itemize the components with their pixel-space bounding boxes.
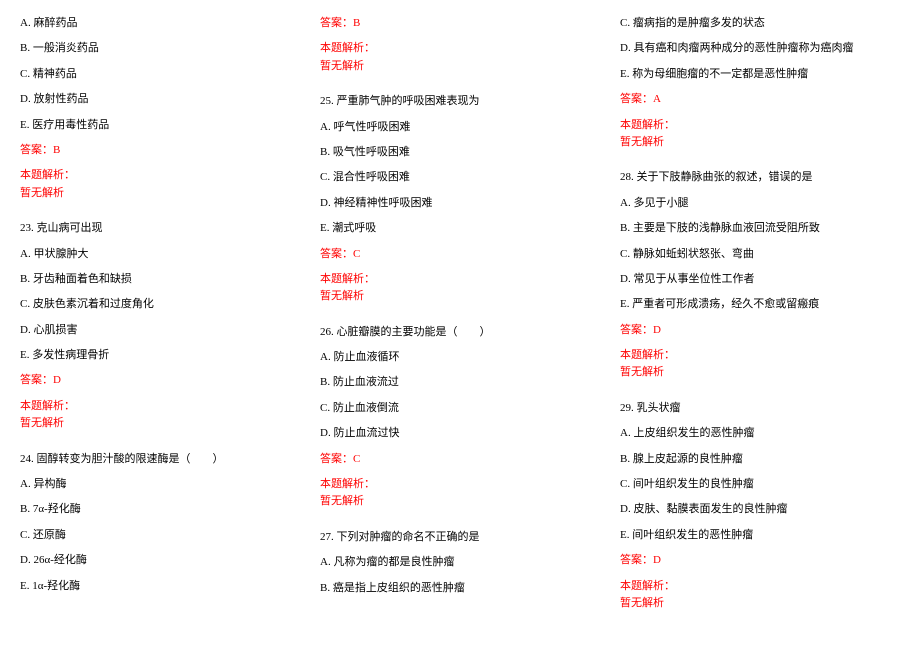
analysis-label: 本题解析： — [620, 118, 900, 133]
option: E. 称为母细胞瘤的不一定都是恶性肿瘤 — [620, 67, 900, 82]
answer: 答案：D — [620, 323, 900, 338]
option: B. 主要是下肢的浅静脉血液回流受阻所致 — [620, 221, 900, 236]
analysis-label: 本题解析： — [320, 477, 600, 492]
option: C. 还原酶 — [20, 528, 300, 543]
answer: 答案：D — [620, 553, 900, 568]
option: B. 癌是指上皮组织的恶性肿瘤 — [320, 581, 600, 596]
option: D. 常见于从事坐位性工作者 — [620, 272, 900, 287]
column-2: 答案：B 本题解析： 暂无解析 25. 严重肺气肿的呼吸困难表现为 A. 呼气性… — [320, 16, 600, 635]
analysis-label: 本题解析： — [20, 399, 300, 414]
option: D. 神经精神性呼吸困难 — [320, 196, 600, 211]
analysis-label: 本题解析： — [20, 168, 300, 183]
answer: 答案：B — [320, 16, 600, 31]
analysis-none: 暂无解析 — [620, 596, 900, 611]
option: E. 间叶组织发生的恶性肿瘤 — [620, 528, 900, 543]
option: C. 间叶组织发生的良性肿瘤 — [620, 477, 900, 492]
option: B. 防止血液流过 — [320, 375, 600, 390]
answer: 答案：C — [320, 247, 600, 262]
option: E. 潮式呼吸 — [320, 221, 600, 236]
option: C. 瘤病指的是肿瘤多发的状态 — [620, 16, 900, 31]
option: D. 皮肤、黏膜表面发生的良性肿瘤 — [620, 502, 900, 517]
option: D. 26α-经化酶 — [20, 553, 300, 568]
option: E. 严重者可形成溃疡，经久不愈或留瘢痕 — [620, 297, 900, 312]
question-stem: 28. 关于下肢静脉曲张的叙述，错误的是 — [620, 170, 900, 185]
analysis-label: 本题解析： — [320, 41, 600, 56]
answer: 答案：C — [320, 452, 600, 467]
analysis-none: 暂无解析 — [320, 59, 600, 74]
option: E. 医疗用毒性药品 — [20, 118, 300, 133]
analysis-none: 暂无解析 — [20, 416, 300, 431]
option: A. 多见于小腿 — [620, 196, 900, 211]
question-stem: 24. 固醇转变为胆汁酸的限速酶是（ ） — [20, 452, 300, 467]
option: B. 吸气性呼吸困难 — [320, 145, 600, 160]
analysis-label: 本题解析： — [620, 348, 900, 363]
question-stem: 25. 严重肺气肿的呼吸困难表现为 — [320, 94, 600, 109]
option: E. 多发性病理骨折 — [20, 348, 300, 363]
option: C. 防止血液倒流 — [320, 401, 600, 416]
analysis-label: 本题解析： — [620, 579, 900, 594]
answer: 答案：B — [20, 143, 300, 158]
answer: 答案：D — [20, 373, 300, 388]
option: A. 呼气性呼吸困难 — [320, 120, 600, 135]
analysis-none: 暂无解析 — [620, 365, 900, 380]
option: B. 腺上皮起源的良性肿瘤 — [620, 452, 900, 467]
option: A. 甲状腺肿大 — [20, 247, 300, 262]
option: D. 心肌损害 — [20, 323, 300, 338]
option: D. 具有癌和肉瘤两种成分的恶性肿瘤称为癌肉瘤 — [620, 41, 900, 56]
question-stem: 26. 心脏瓣膜的主要功能是（ ） — [320, 325, 600, 340]
answer: 答案：A — [620, 92, 900, 107]
analysis-none: 暂无解析 — [620, 135, 900, 150]
option: C. 皮肤色素沉着和过度角化 — [20, 297, 300, 312]
analysis-none: 暂无解析 — [320, 494, 600, 509]
option: C. 静脉如蚯蚓状怒张、弯曲 — [620, 247, 900, 262]
option: B. 牙齿釉面着色和缺损 — [20, 272, 300, 287]
analysis-none: 暂无解析 — [320, 289, 600, 304]
option: A. 麻醉药品 — [20, 16, 300, 31]
question-stem: 29. 乳头状瘤 — [620, 401, 900, 416]
question-stem: 27. 下列对肿瘤的命名不正确的是 — [320, 530, 600, 545]
option: E. 1α-羟化酶 — [20, 579, 300, 594]
question-stem: 23. 克山病可出现 — [20, 221, 300, 236]
option: D. 放射性药品 — [20, 92, 300, 107]
option: A. 上皮组织发生的恶性肿瘤 — [620, 426, 900, 441]
option: B. 一般消炎药品 — [20, 41, 300, 56]
exam-columns: A. 麻醉药品 B. 一般消炎药品 C. 精神药品 D. 放射性药品 E. 医疗… — [20, 16, 900, 635]
option: A. 凡称为瘤的都是良性肿瘤 — [320, 555, 600, 570]
option: B. 7α-羟化酶 — [20, 502, 300, 517]
option: C. 混合性呼吸困难 — [320, 170, 600, 185]
analysis-label: 本题解析： — [320, 272, 600, 287]
column-3: C. 瘤病指的是肿瘤多发的状态 D. 具有癌和肉瘤两种成分的恶性肿瘤称为癌肉瘤 … — [620, 16, 900, 635]
analysis-none: 暂无解析 — [20, 186, 300, 201]
option: A. 防止血液循环 — [320, 350, 600, 365]
option: A. 异构酶 — [20, 477, 300, 492]
option: D. 防止血流过快 — [320, 426, 600, 441]
column-1: A. 麻醉药品 B. 一般消炎药品 C. 精神药品 D. 放射性药品 E. 医疗… — [20, 16, 300, 635]
option: C. 精神药品 — [20, 67, 300, 82]
